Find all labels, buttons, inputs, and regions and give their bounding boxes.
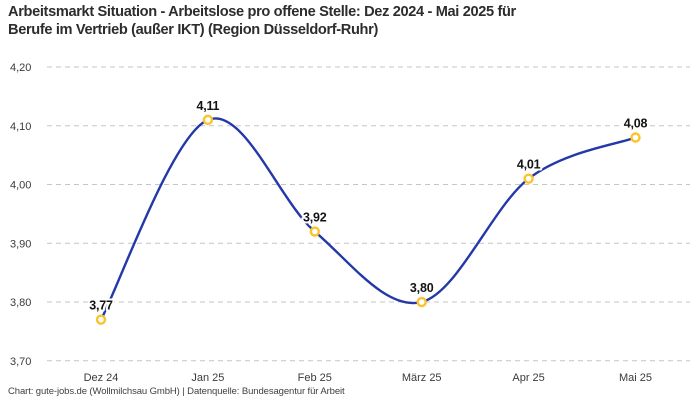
y-axis-labels: 4,20 4,10 4,00 3,90 3,80 3,70	[10, 62, 31, 368]
data-point-label: 4,11	[196, 99, 219, 113]
y-tick-label: 3,90	[10, 238, 31, 250]
x-axis-labels: Dez 24 Jan 25 Feb 25 März 25 Apr 25 Mai 25	[84, 372, 652, 384]
data-point-label: 4,08	[624, 117, 648, 131]
data-point-marker	[202, 114, 214, 126]
x-axis-label: Apr 25	[512, 372, 544, 384]
gridlines	[47, 66, 690, 362]
data-point-label: 3,92	[303, 211, 327, 225]
data-point-label: 3,77	[89, 299, 113, 313]
data-point-marker	[309, 226, 320, 237]
y-tick-label: 3,70	[10, 356, 31, 368]
x-axis-label: Jan 25	[191, 372, 224, 384]
data-point-labels: 3,77 4,11 3,92 3,80 4,01 4,08	[87, 97, 649, 315]
data-point-label: 4,01	[517, 158, 541, 172]
y-tick-label: 4,10	[10, 121, 31, 133]
data-point-marker	[416, 296, 427, 308]
chart-footer: Chart: gute-jobs.de (Wollmilchsau GmbH) …	[8, 386, 345, 397]
x-axis-label: Mai 25	[619, 372, 652, 384]
y-tick-label: 3,80	[10, 297, 31, 309]
y-tick-label: 4,20	[10, 62, 31, 74]
data-point-marker	[95, 314, 107, 325]
x-axis-label: März 25	[402, 372, 442, 384]
data-point-marker	[523, 173, 534, 184]
data-point-marker	[630, 132, 641, 143]
data-point-label: 3,80	[410, 281, 434, 295]
x-axis-label: Feb 25	[298, 372, 332, 384]
y-tick-label: 4,00	[10, 180, 31, 192]
x-axis-label: Dez 24	[84, 372, 119, 384]
series-line	[99, 117, 637, 321]
chart-title: Arbeitsmarkt Situation - Arbeitslose pro…	[8, 4, 516, 38]
data-points	[95, 114, 641, 325]
